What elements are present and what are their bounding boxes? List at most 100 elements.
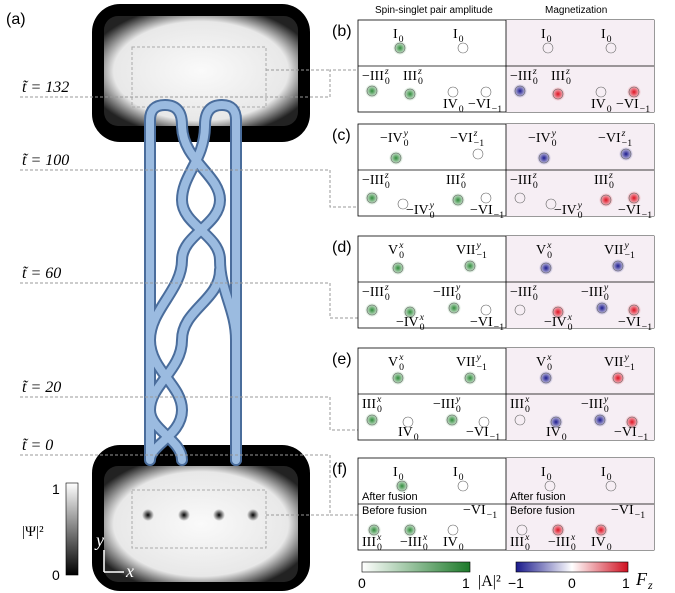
label-sub: 0	[456, 404, 461, 415]
label: −IV	[544, 315, 567, 330]
colorbar-min: 0	[358, 575, 366, 591]
label-sub: 0	[385, 292, 390, 303]
label: VII	[456, 243, 476, 258]
label-sub: 0	[547, 34, 552, 45]
label: IV	[591, 97, 606, 112]
label: I	[601, 465, 606, 480]
label: I	[453, 465, 458, 480]
label-sub: 0	[459, 472, 464, 483]
label: I	[601, 27, 606, 42]
label: IV	[546, 425, 561, 440]
panel-label: (e)	[332, 351, 352, 368]
label-sub: 0	[377, 542, 382, 553]
colorbar	[516, 562, 628, 572]
label-sub: 0	[404, 138, 409, 149]
label-sub: 0	[604, 404, 609, 415]
vortex-ring	[473, 149, 483, 159]
label: III	[362, 535, 376, 550]
label: −VI	[470, 315, 493, 330]
label: After fusion	[510, 491, 566, 503]
colorbar-max: 1	[52, 481, 60, 497]
label-sub: −1	[474, 138, 485, 149]
label-sub: 0	[547, 362, 552, 373]
label: V	[536, 355, 546, 370]
label-sub: 0	[414, 432, 419, 443]
time-label: t̃ = 60	[22, 265, 61, 282]
label-sub: 0	[607, 542, 612, 553]
label: After fusion	[362, 491, 418, 503]
label: −IV	[396, 315, 419, 330]
label: Before fusion	[510, 505, 575, 517]
vortex-ring	[448, 525, 458, 535]
label-sub: 0	[609, 180, 614, 191]
colorbar-max: 1	[622, 575, 630, 591]
panel-label: (f)	[332, 461, 347, 478]
label-sub: 0	[552, 138, 557, 149]
axis-x: x	[125, 561, 134, 581]
label-sub: 0	[568, 322, 573, 333]
label-sub: −1	[492, 104, 503, 115]
label-sub: −1	[494, 322, 505, 333]
time-label: t̃ = 20	[22, 379, 61, 396]
label: I	[541, 27, 546, 42]
label-sub: 0	[547, 472, 552, 483]
label-sub: 0	[399, 250, 404, 261]
colorbar-max: 1	[462, 575, 470, 591]
time-label: t̃ = 100	[22, 152, 69, 169]
panel-label: (b)	[332, 23, 352, 40]
label-sub: 0	[607, 34, 612, 45]
label-sub: 0	[399, 362, 404, 373]
label: −III	[510, 285, 532, 300]
label-sub: 0	[525, 404, 530, 415]
label: V	[536, 243, 546, 258]
label: −VI	[616, 97, 639, 112]
label-sub: 0	[461, 180, 466, 191]
label: VII	[604, 243, 624, 258]
label: IV	[398, 425, 413, 440]
label: I	[393, 27, 398, 42]
label: −IV	[554, 203, 577, 218]
label: III	[594, 173, 608, 188]
label: −IV	[380, 131, 403, 146]
vortex-ring	[481, 305, 491, 315]
label: −VI	[470, 203, 493, 218]
axis-y: y	[94, 530, 104, 550]
label-sub: 0	[418, 76, 423, 87]
label-sub: 0	[607, 104, 612, 115]
label-sub: −1	[494, 210, 505, 221]
label: I	[393, 465, 398, 480]
label-sub: 0	[533, 76, 538, 87]
label: VII	[604, 355, 624, 370]
label: −VI	[466, 425, 489, 440]
label: V	[388, 355, 398, 370]
label: −III	[510, 69, 532, 84]
label: III	[446, 173, 460, 188]
colorbar-title: F	[635, 569, 648, 589]
label-sub: −1	[476, 250, 487, 261]
label: −III	[548, 535, 570, 550]
label: −IV	[406, 203, 429, 218]
label: VII	[456, 355, 476, 370]
label: −VI	[463, 503, 486, 518]
label: IV	[591, 535, 606, 550]
label: III	[510, 397, 524, 412]
label-sub: 0	[525, 542, 530, 553]
column-header: Magnetization	[545, 5, 607, 16]
label-sub: 0	[607, 472, 612, 483]
colorbar-mid: 0	[568, 575, 576, 591]
vortex-ring	[448, 87, 458, 97]
label: −VI	[614, 425, 637, 440]
label: −VI	[618, 315, 641, 330]
colorbar-title-sub: z	[647, 578, 653, 592]
label: −III	[581, 285, 603, 300]
vortex-ring	[481, 87, 491, 97]
label: −VI	[611, 503, 634, 518]
label-sub: 0	[571, 542, 576, 553]
cloud-top-inner	[104, 16, 298, 126]
label: −VI	[618, 203, 641, 218]
colorbar	[66, 483, 78, 575]
label-sub: 0	[399, 472, 404, 483]
label: −VI	[450, 131, 473, 146]
label: −III	[400, 535, 422, 550]
label: IV	[443, 535, 458, 550]
